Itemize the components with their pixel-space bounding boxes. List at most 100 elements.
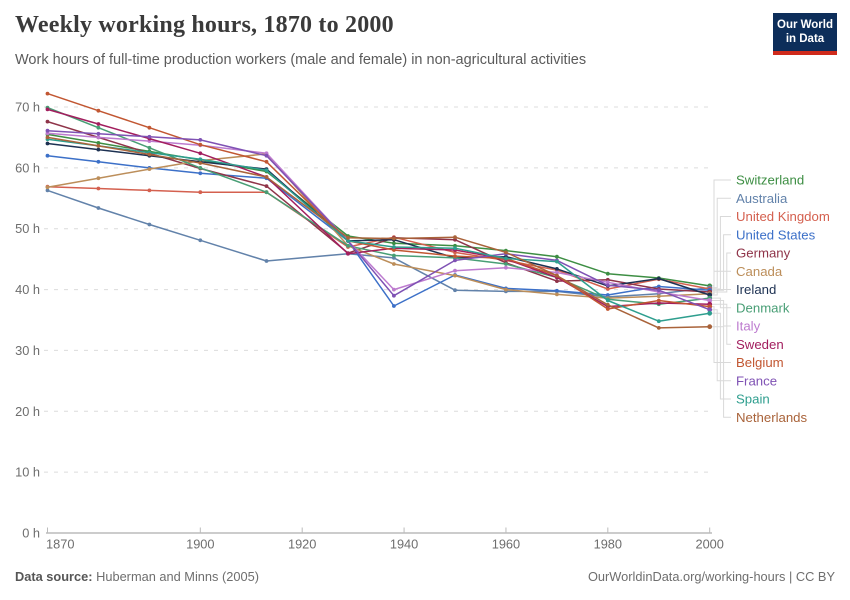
data-point-ireland-1870[interactable] xyxy=(45,141,50,146)
data-point-united-kingdom-1890[interactable] xyxy=(147,188,152,193)
legend-item-switzerland[interactable]: Switzerland xyxy=(736,173,804,188)
data-point-netherlands-1938[interactable] xyxy=(392,236,396,241)
data-point-switzerland-1980[interactable] xyxy=(605,271,610,276)
data-point-france-1870[interactable] xyxy=(45,128,50,133)
data-point-france-1938[interactable] xyxy=(392,293,396,298)
data-point-netherlands-1980[interactable] xyxy=(605,302,610,307)
legend-item-canada[interactable]: Canada xyxy=(736,264,783,279)
data-point-switzerland-1880[interactable] xyxy=(96,141,101,145)
footer-credit-link[interactable]: OurWorldinData.org/working-hours | CC BY xyxy=(587,569,835,584)
data-point-germany-1870[interactable] xyxy=(45,119,50,124)
data-point-italy-2000[interactable] xyxy=(707,298,713,303)
data-point-netherlands-1900[interactable] xyxy=(198,161,203,165)
legend-item-italy[interactable]: Italy xyxy=(736,319,761,334)
data-point-spain-1970[interactable] xyxy=(555,259,559,264)
data-point-germany-1913[interactable] xyxy=(264,184,269,189)
data-point-united-states-1880[interactable] xyxy=(96,159,101,164)
data-point-france-1913[interactable] xyxy=(264,153,269,158)
data-point-united-kingdom-1980[interactable] xyxy=(605,287,610,291)
data-point-italy-1970[interactable] xyxy=(555,270,559,275)
data-point-canada-1970[interactable] xyxy=(555,292,559,297)
data-point-france-1900[interactable] xyxy=(198,138,203,142)
data-point-canada-1938[interactable] xyxy=(392,262,396,266)
data-point-spain-1990[interactable] xyxy=(656,319,661,324)
data-point-netherlands-1960[interactable] xyxy=(504,250,508,255)
data-point-united-kingdom-1880[interactable] xyxy=(96,186,101,191)
data-point-canada-1870[interactable] xyxy=(45,185,50,190)
data-point-netherlands-1970[interactable] xyxy=(555,273,559,278)
data-point-australia-1870[interactable] xyxy=(45,188,50,193)
data-point-denmark-1929[interactable] xyxy=(346,243,350,248)
data-point-spain-1980[interactable] xyxy=(605,298,610,303)
data-point-canada-1950[interactable] xyxy=(453,273,457,278)
data-point-australia-1880[interactable] xyxy=(96,206,101,210)
data-point-australia-1913[interactable] xyxy=(264,259,269,263)
data-point-france-1950[interactable] xyxy=(453,258,457,263)
data-point-netherlands-1950[interactable] xyxy=(453,235,457,240)
legend-item-sweden[interactable]: Sweden xyxy=(736,337,784,352)
data-point-united-kingdom-1900[interactable] xyxy=(198,190,203,195)
data-point-denmark-1900[interactable] xyxy=(198,166,203,170)
data-point-spain-1950[interactable] xyxy=(453,246,457,251)
data-point-denmark-1938[interactable] xyxy=(392,253,396,258)
data-point-italy-1950[interactable] xyxy=(453,268,457,273)
owid-logo[interactable]: Our World in Data xyxy=(773,13,837,55)
data-point-spain-1938[interactable] xyxy=(392,245,396,249)
data-point-ireland-1880[interactable] xyxy=(96,147,101,152)
legend-item-france[interactable]: France xyxy=(736,373,777,388)
data-point-united-states-1900[interactable] xyxy=(198,171,203,176)
series-line-switzerland[interactable] xyxy=(46,133,711,287)
data-point-denmark-1913[interactable] xyxy=(264,190,269,195)
data-point-denmark-1890[interactable] xyxy=(147,145,152,150)
data-point-switzerland-1938[interactable] xyxy=(392,241,396,246)
data-point-denmark-1960[interactable] xyxy=(504,262,508,266)
data-point-netherlands-2000[interactable] xyxy=(707,324,713,330)
data-point-germany-1970[interactable] xyxy=(555,279,559,283)
data-point-ireland-1970[interactable] xyxy=(555,267,559,271)
legend-item-netherlands[interactable]: Netherlands xyxy=(736,410,808,425)
data-point-belgium-1870[interactable] xyxy=(45,91,50,96)
data-point-netherlands-1913[interactable] xyxy=(264,175,269,179)
data-point-united-states-1870[interactable] xyxy=(45,153,50,158)
data-point-canada-1990[interactable] xyxy=(656,294,661,299)
series-line-italy[interactable] xyxy=(46,132,711,302)
data-point-belgium-1950[interactable] xyxy=(453,254,457,258)
data-point-belgium-1990[interactable] xyxy=(656,298,661,303)
data-point-netherlands-1880[interactable] xyxy=(96,144,101,148)
data-point-denmark-1880[interactable] xyxy=(96,125,101,130)
data-point-spain-1929[interactable] xyxy=(346,239,350,243)
data-point-belgium-1880[interactable] xyxy=(96,108,101,113)
data-point-sweden-1900[interactable] xyxy=(198,151,203,156)
data-point-italy-1938[interactable] xyxy=(392,287,396,292)
data-point-france-1980[interactable] xyxy=(605,283,610,288)
legend-item-denmark[interactable]: Denmark xyxy=(736,300,790,315)
data-point-sweden-1870[interactable] xyxy=(45,107,50,112)
data-point-united-states-1938[interactable] xyxy=(392,304,396,308)
legend-item-spain[interactable]: Spain xyxy=(736,392,770,407)
data-point-sweden-1929[interactable] xyxy=(346,251,350,256)
data-point-belgium-1913[interactable] xyxy=(264,159,269,164)
data-point-canada-1880[interactable] xyxy=(96,176,101,181)
data-point-netherlands-1890[interactable] xyxy=(147,152,152,157)
data-point-france-1890[interactable] xyxy=(147,134,152,139)
data-point-australia-1950[interactable] xyxy=(453,288,457,293)
data-point-united-states-1980[interactable] xyxy=(605,293,610,297)
data-point-netherlands-1990[interactable] xyxy=(656,326,661,330)
data-point-netherlands-1870[interactable] xyxy=(45,135,50,140)
data-point-spain-1900[interactable] xyxy=(198,157,203,162)
data-point-ireland-1990[interactable] xyxy=(656,276,661,281)
data-point-belgium-1890[interactable] xyxy=(147,125,152,130)
data-point-italy-1960[interactable] xyxy=(504,265,508,270)
data-point-australia-1890[interactable] xyxy=(147,222,152,227)
data-point-belgium-1980[interactable] xyxy=(605,307,610,311)
legend-item-belgium[interactable]: Belgium xyxy=(736,355,784,370)
legend-item-united-states[interactable]: United States xyxy=(736,227,816,242)
data-point-united-states-1970[interactable] xyxy=(555,288,559,293)
legend-item-germany[interactable]: Germany xyxy=(736,246,791,261)
data-point-italy-1880[interactable] xyxy=(96,135,101,140)
data-point-belgium-1938[interactable] xyxy=(392,248,396,252)
legend-item-australia[interactable]: Australia xyxy=(736,191,788,206)
data-point-spain-1913[interactable] xyxy=(264,168,269,173)
data-point-netherlands-1929[interactable] xyxy=(346,235,350,240)
data-point-canada-1890[interactable] xyxy=(147,167,152,172)
